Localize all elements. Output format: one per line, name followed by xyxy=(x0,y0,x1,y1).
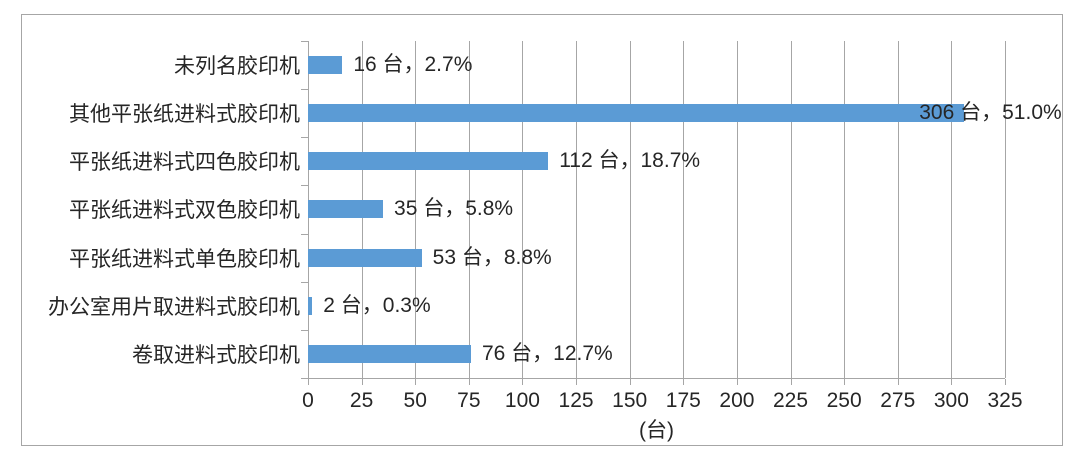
x-tick-label: 125 xyxy=(558,389,594,412)
value-label: 112 台，18.7% xyxy=(559,149,701,173)
gridline xyxy=(1005,41,1006,378)
bar-row: 16 台，2.7% xyxy=(308,41,1005,89)
x-axis-tick xyxy=(308,379,309,385)
chart-frame: 未列名胶印机其他平张纸进料式胶印机 平张纸进料式四色胶印机 平张纸进料式双色胶印机平… xyxy=(21,14,1063,446)
x-axis-title: (台) xyxy=(639,419,674,442)
y-axis-tick xyxy=(301,282,308,283)
value-label: 35 台，5.8% xyxy=(394,197,514,221)
gridline xyxy=(468,41,470,378)
category-label: 卷取进料式胶印机 xyxy=(132,343,300,367)
bar xyxy=(308,296,313,315)
x-tick-label: 150 xyxy=(612,389,648,412)
bar xyxy=(308,104,965,123)
gridline xyxy=(736,41,738,378)
bar xyxy=(308,152,549,171)
x-tick-label: 50 xyxy=(403,389,427,412)
x-axis-tick xyxy=(629,379,631,385)
gridline xyxy=(790,41,792,378)
x-axis-tick xyxy=(522,379,524,385)
y-axis-tick xyxy=(301,330,308,331)
plot-area: 16 台，2.7% 306 台，51.0% 112 台，18.7% 35 台，5.8%… xyxy=(301,41,1062,385)
value-label: 16 台，2.7% xyxy=(353,53,473,76)
x-tick-label: 325 xyxy=(987,389,1023,412)
gridline xyxy=(522,41,524,378)
y-axis-tick xyxy=(301,378,308,379)
gridline xyxy=(951,41,953,378)
bar-row: 306 台，51.0% xyxy=(308,89,1062,137)
bar xyxy=(308,56,343,75)
x-axis-tick xyxy=(897,379,899,385)
x-tick-label: 25 xyxy=(349,389,374,412)
bar-row: 76 台，12.7% xyxy=(308,330,1005,378)
x-tick-label: 175 xyxy=(665,389,701,412)
bar xyxy=(308,200,384,219)
category-axis-labels: 未列名胶印机其他平张纸进料式胶印机 平张纸进料式四色胶印机 平张纸进料式双色胶印机平… xyxy=(30,41,300,378)
y-axis-tick xyxy=(301,137,308,138)
gridline xyxy=(844,41,846,378)
category-label: 其他平张纸进料式胶印机 xyxy=(69,103,300,127)
bar xyxy=(308,344,471,363)
x-tick-label: 275 xyxy=(880,389,916,412)
gridline xyxy=(629,41,631,378)
x-tick-label: 200 xyxy=(719,389,755,412)
x-axis-tick xyxy=(576,379,578,385)
gridline xyxy=(897,41,899,378)
x-axis-tick xyxy=(951,379,953,385)
y-axis-tick xyxy=(301,185,308,186)
y-axis-tick xyxy=(301,89,308,90)
bar-row: 35 台，5.8% xyxy=(308,185,1005,233)
x-tick-label: 225 xyxy=(773,389,809,412)
category-label: 平张纸进料式双色胶印机 xyxy=(69,199,300,223)
category-label: 平张纸进料式单色胶印机 xyxy=(69,247,300,271)
value-label: 306 台，51.0% xyxy=(919,101,1062,125)
x-axis-tick xyxy=(1005,379,1006,385)
x-axis-tick xyxy=(468,379,470,385)
y-axis-tick xyxy=(301,234,308,235)
bar xyxy=(308,248,422,267)
x-axis-tick xyxy=(790,379,792,385)
bar-row: 2 台，0.3% xyxy=(308,282,1005,330)
x-axis-line xyxy=(308,378,1005,379)
x-axis-tick xyxy=(361,379,363,385)
x-axis-tick xyxy=(736,379,738,385)
category-label: 办公室用片取进料式胶印机 xyxy=(48,295,300,319)
gridline xyxy=(683,41,685,378)
value-label: 2 台，0.3% xyxy=(323,293,431,317)
x-axis-tick xyxy=(683,379,685,385)
category-label: 未列名胶印机 xyxy=(174,55,300,79)
value-label: 76 台，12.7% xyxy=(481,341,613,365)
x-tick-label: 250 xyxy=(826,389,862,412)
x-tick-label: 75 xyxy=(457,389,481,412)
gridline xyxy=(415,41,417,378)
value-label: 53 台，8.8% xyxy=(432,245,552,269)
y-axis-tick xyxy=(301,41,308,42)
x-tick-label: 300 xyxy=(933,389,969,412)
x-tick-labels: 0 25 50 75 100 125 150 175 200 225 250 275 300 325 xyxy=(302,389,1022,415)
gridline xyxy=(576,41,578,378)
x-tick-label: 0 xyxy=(302,389,314,412)
category-label: 平张纸进料式四色胶印机 xyxy=(69,151,300,175)
bar-row: 53 台，8.8% xyxy=(308,234,1005,282)
x-axis-tick xyxy=(844,379,846,385)
x-axis-tick xyxy=(415,379,417,385)
x-tick-label: 100 xyxy=(504,389,540,412)
bar-row: 112 台，18.7% xyxy=(308,137,1005,185)
